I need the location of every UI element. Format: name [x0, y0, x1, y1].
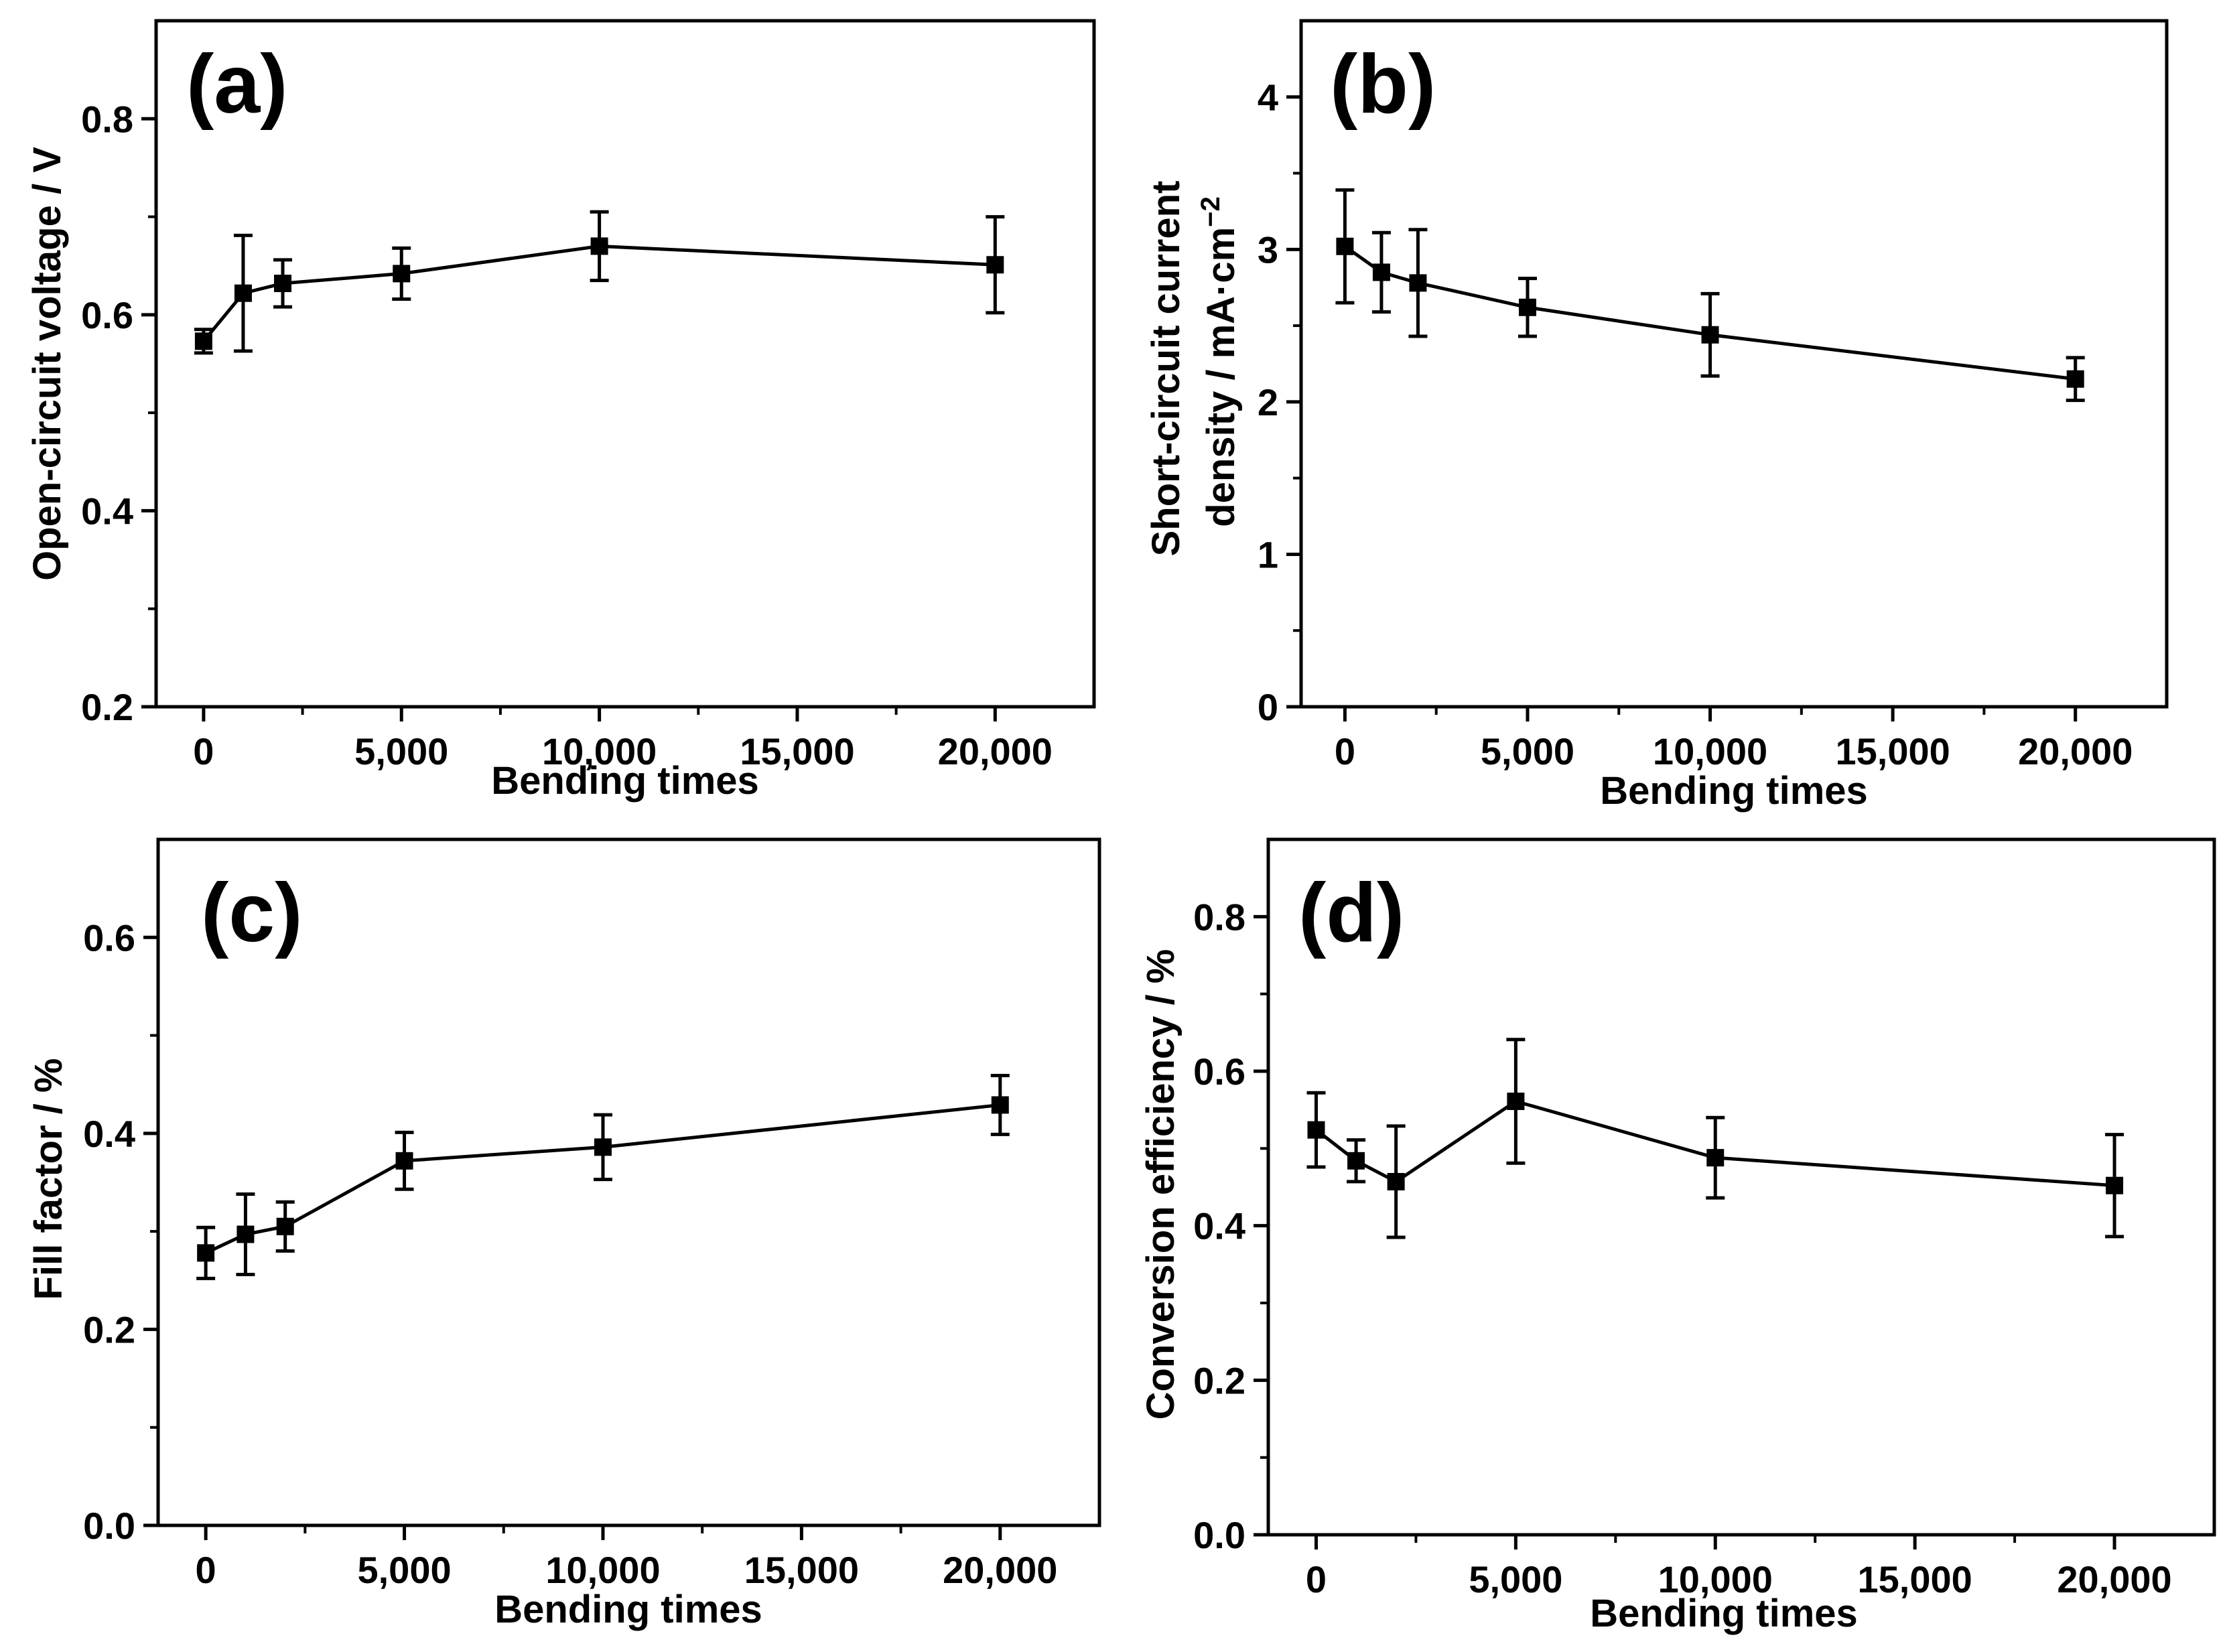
- x-tick-label: 5,000: [1469, 1558, 1562, 1600]
- data-point: [590, 237, 608, 255]
- data-point: [393, 265, 411, 283]
- x-tick-label: 15,000: [740, 730, 854, 772]
- plot-frame: [1299, 19, 2169, 709]
- x-tick-label: 0: [1335, 730, 1355, 772]
- y-tick-label: 0.4: [1193, 1205, 1245, 1247]
- data-point: [2066, 370, 2084, 388]
- axis-ticks: 0 5,000 10,000 15,000 20,000 0 1 2 3 4: [1258, 76, 2133, 772]
- y-axis-title-superscript: −2: [1196, 196, 1225, 227]
- panel-label: (b): [1330, 38, 1436, 131]
- x-tick-label: 20,000: [2057, 1558, 2171, 1600]
- x-tick-label: 15,000: [1858, 1558, 1972, 1600]
- data-point: [237, 1225, 255, 1243]
- y-tick-label: 4: [1258, 76, 1278, 119]
- y-tick-label: 0: [1258, 686, 1278, 728]
- panel-label: (c): [201, 867, 303, 959]
- x-tick-label: 10,000: [1653, 730, 1767, 772]
- panel-label: (a): [186, 38, 288, 131]
- plot-frame: [154, 19, 1096, 709]
- x-axis-title: Bending times: [1600, 769, 1868, 813]
- data-point: [274, 275, 292, 293]
- data-point: [1387, 1172, 1405, 1190]
- x-tick-label: 20,000: [2018, 730, 2133, 772]
- x-axis-title: Bending times: [494, 1588, 762, 1631]
- panel-b: (b) Bending times Short-circuit current …: [1144, 19, 2169, 813]
- y-tick-label: 3: [1258, 228, 1278, 271]
- data-point: [1507, 1092, 1525, 1110]
- x-axis-title: Bending times: [1590, 1592, 1858, 1635]
- y-tick-label: 0.2: [81, 686, 133, 728]
- data-point: [276, 1217, 294, 1235]
- y-tick-label: 0.0: [1193, 1514, 1245, 1556]
- panel-c: (c) Bending times Fill factor / % 0 5,000…: [27, 837, 1101, 1631]
- x-tick-label: 5,000: [1481, 730, 1574, 772]
- data-point: [197, 1244, 215, 1262]
- x-axis-title: Bending times: [491, 759, 759, 803]
- x-tick-label: 20,000: [938, 730, 1053, 772]
- y-tick-label: 0.4: [81, 490, 133, 532]
- y-tick-label: 0.6: [83, 916, 135, 959]
- axis-ticks: 0 5,000 10,000 15,000 20,000 0.0 0.2 0.4 0.6: [83, 916, 1057, 1591]
- y-axis-title: Open-circuit voltage / V: [25, 147, 69, 581]
- data-point: [1336, 237, 1354, 255]
- axis-ticks: 0 5,000 10,000 15,000 20,000 0.0 0.2 0.4 0.6 0.8: [1193, 896, 2172, 1600]
- y-tick-label: 2: [1258, 381, 1278, 423]
- plot-frame: [1266, 837, 2216, 1537]
- y-tick-label: 0.2: [83, 1308, 135, 1351]
- y-tick-label: 1: [1258, 533, 1278, 575]
- data-point: [194, 332, 212, 350]
- plot-area: [196, 1074, 1010, 1280]
- plot-frame: [156, 837, 1101, 1527]
- y-axis-title-line2-text: density / mA·cm: [1199, 227, 1243, 527]
- plot-area: [194, 210, 1005, 355]
- y-tick-label: 0.8: [81, 98, 133, 140]
- data-point: [1409, 274, 1427, 292]
- y-tick-label: 0.0: [83, 1505, 135, 1547]
- data-point: [1372, 263, 1390, 281]
- x-tick-label: 15,000: [1835, 730, 1950, 772]
- data-point: [1706, 1149, 1725, 1167]
- data-point: [2106, 1176, 2124, 1194]
- plot-area: [1306, 1038, 2124, 1239]
- panel-a: (a) Bending times Open-circuit voltage /…: [25, 19, 1096, 803]
- data-point: [1701, 326, 1719, 344]
- x-tick-label: 5,000: [357, 1549, 451, 1591]
- x-tick-label: 5,000: [354, 730, 448, 772]
- x-tick-label: 15,000: [744, 1549, 859, 1591]
- axis-ticks: 0 5,000 10,000 15,000 20,000 0.2 0.4 0.6 0.8: [81, 98, 1053, 772]
- x-tick-label: 0: [193, 730, 214, 772]
- y-axis-title: Fill factor / %: [27, 1058, 70, 1300]
- y-axis-title-line2: density / mA·cm−2: [1196, 196, 1243, 527]
- y-tick-label: 0.4: [83, 1113, 135, 1155]
- data-point: [1307, 1121, 1325, 1139]
- data-point: [594, 1138, 612, 1156]
- data-point: [1347, 1152, 1365, 1170]
- x-tick-label: 10,000: [1658, 1558, 1773, 1600]
- y-axis-title: Conversion efficiency / %: [1139, 949, 1183, 1420]
- data-point: [395, 1152, 413, 1170]
- panel-d: (d) Bending times Conversion efficiency …: [1139, 837, 2216, 1635]
- data-point: [986, 256, 1004, 274]
- y-tick-label: 0.6: [81, 294, 133, 336]
- y-tick-label: 0.8: [1193, 896, 1245, 938]
- y-tick-label: 0.6: [1193, 1050, 1245, 1093]
- data-point: [1518, 298, 1536, 316]
- x-tick-label: 20,000: [943, 1549, 1057, 1591]
- plot-area: [1335, 188, 2085, 403]
- y-axis-title-line1: Short-circuit current: [1144, 181, 1188, 557]
- x-tick-label: 0: [1306, 1558, 1327, 1600]
- x-tick-label: 0: [196, 1549, 216, 1591]
- y-tick-label: 0.2: [1193, 1359, 1245, 1401]
- x-tick-label: 10,000: [542, 730, 657, 772]
- x-tick-label: 10,000: [545, 1549, 660, 1591]
- data-point: [234, 284, 252, 302]
- data-point: [991, 1096, 1009, 1114]
- panel-label: (d): [1298, 867, 1404, 959]
